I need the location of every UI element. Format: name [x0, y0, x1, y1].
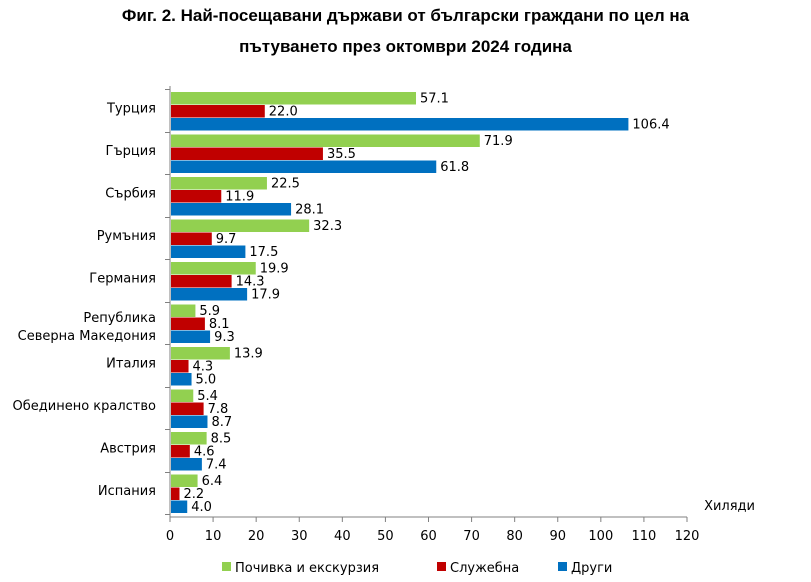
category-label: Северна Македония — [18, 329, 156, 344]
bar — [171, 389, 194, 402]
x-tick-label: 50 — [377, 529, 394, 544]
data-label: 71.9 — [484, 134, 513, 149]
data-label: 6.4 — [202, 474, 223, 489]
data-label: 35.5 — [327, 147, 356, 162]
bar — [171, 474, 198, 487]
bar — [171, 190, 222, 203]
bar — [171, 245, 246, 258]
data-label: 8.5 — [211, 432, 232, 447]
data-label: 8.1 — [209, 317, 230, 332]
data-label: 22.0 — [269, 105, 298, 120]
bar — [171, 458, 202, 471]
bar — [171, 160, 437, 173]
bar — [171, 317, 205, 330]
x-tick-label: 80 — [506, 529, 523, 544]
bar — [171, 304, 196, 317]
data-label: 106.4 — [632, 118, 669, 133]
data-label: 17.5 — [249, 245, 278, 260]
data-label: 5.4 — [197, 389, 218, 404]
x-tick-label: 60 — [420, 529, 437, 544]
category-label: Република — [83, 311, 156, 326]
x-tick-label: 0 — [166, 529, 174, 544]
category-label: Гърция — [106, 144, 156, 159]
data-label: 5.0 — [196, 373, 217, 388]
data-label: 61.8 — [440, 160, 469, 175]
bar — [171, 373, 192, 386]
data-label: 8.7 — [211, 415, 232, 430]
bar — [171, 500, 188, 513]
bar — [171, 415, 208, 428]
category-label: Италия — [106, 356, 156, 371]
data-label: 4.3 — [193, 360, 214, 375]
x-tick-label: 70 — [463, 529, 480, 544]
bar — [171, 105, 265, 118]
bar — [171, 288, 248, 301]
bar — [171, 275, 232, 288]
bar — [171, 118, 629, 131]
bar — [171, 203, 292, 216]
data-label: 7.8 — [208, 402, 229, 417]
legend-swatch — [558, 562, 567, 571]
x-tick-label: 120 — [675, 529, 700, 544]
bar — [171, 232, 212, 245]
category-label: Турция — [106, 101, 156, 116]
data-label: 19.9 — [260, 262, 289, 277]
bar — [171, 92, 417, 105]
data-label: 14.3 — [236, 275, 265, 290]
legend-label: Почивка и екскурзия — [235, 561, 379, 576]
x-unit-label: Хиляди — [704, 499, 755, 514]
chart-title-line-1: Фиг. 2. Най-посещавани държави от българ… — [121, 6, 690, 25]
data-label: 9.3 — [214, 330, 235, 345]
data-label: 7.4 — [206, 458, 227, 473]
x-tick-label: 20 — [248, 529, 265, 544]
category-label: Германия — [89, 271, 156, 286]
bar — [171, 177, 267, 190]
legend-swatch — [222, 562, 231, 571]
bar — [171, 262, 256, 275]
bar — [171, 360, 189, 373]
x-tick-label: 10 — [205, 529, 222, 544]
bar — [171, 432, 207, 445]
category-label: Румъния — [97, 229, 156, 244]
chart-title-line-2: пътуването през октомври 2024 година — [239, 37, 572, 56]
x-tick-label: 90 — [549, 529, 566, 544]
category-label: Испания — [98, 484, 156, 499]
bar — [171, 134, 480, 147]
bar — [171, 219, 310, 232]
data-label: 57.1 — [420, 92, 449, 107]
data-label: 9.7 — [216, 232, 237, 247]
x-tick-label: 30 — [291, 529, 308, 544]
data-label: 4.6 — [194, 445, 215, 460]
data-label: 17.9 — [251, 288, 280, 303]
legend-label: Други — [571, 561, 612, 576]
x-tick-label: 100 — [588, 529, 613, 544]
x-tick-label: 110 — [632, 529, 657, 544]
data-label: 5.9 — [199, 304, 220, 319]
data-label: 28.1 — [295, 203, 324, 218]
legend-swatch — [437, 562, 446, 571]
data-label: 2.2 — [183, 487, 204, 502]
category-label: Австрия — [100, 441, 156, 456]
bar — [171, 330, 211, 343]
bar — [171, 347, 230, 360]
bar — [171, 445, 190, 458]
category-label: Сърбия — [105, 186, 156, 201]
bar — [171, 147, 323, 160]
x-tick-label: 40 — [334, 529, 351, 544]
legend-label: Служебна — [450, 561, 519, 576]
data-label: 4.0 — [191, 500, 212, 515]
data-label: 32.3 — [313, 219, 342, 234]
bar — [171, 487, 180, 500]
category-label: Обединено кралство — [13, 399, 157, 414]
data-label: 13.9 — [234, 347, 263, 362]
data-label: 11.9 — [225, 190, 254, 205]
bar — [171, 402, 204, 415]
data-label: 22.5 — [271, 177, 300, 192]
